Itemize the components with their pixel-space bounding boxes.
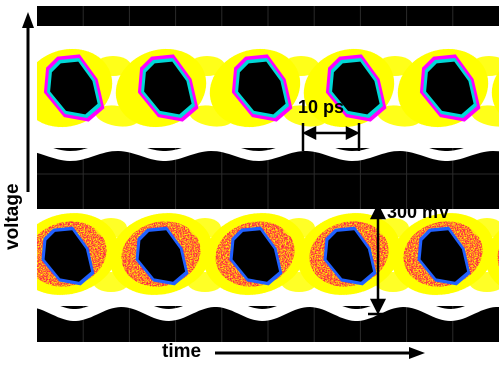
lower-eye-diagram <box>37 209 499 321</box>
time-scale-marker <box>301 123 361 151</box>
voltage-scale-label: 300 mV <box>387 202 451 222</box>
x-axis-label: time <box>162 341 202 362</box>
y-axis-arrow <box>22 12 34 192</box>
oscilloscope-display <box>37 6 499 342</box>
voltage-scale-marker <box>368 203 388 316</box>
eye-diagram-canvas <box>37 6 499 342</box>
y-axis-group: voltage <box>2 183 24 250</box>
upper-eye-diagram <box>37 26 499 161</box>
upper-eye-openings <box>43 54 481 122</box>
lower-eye-openings <box>41 226 471 286</box>
time-scale-label: 10 ps <box>298 97 345 117</box>
x-axis-group: time <box>162 341 201 363</box>
y-axis-label: voltage <box>2 183 23 250</box>
upper-top-rail <box>37 26 499 54</box>
x-axis-arrow <box>215 347 425 359</box>
upper-bottom-rail <box>37 141 499 161</box>
